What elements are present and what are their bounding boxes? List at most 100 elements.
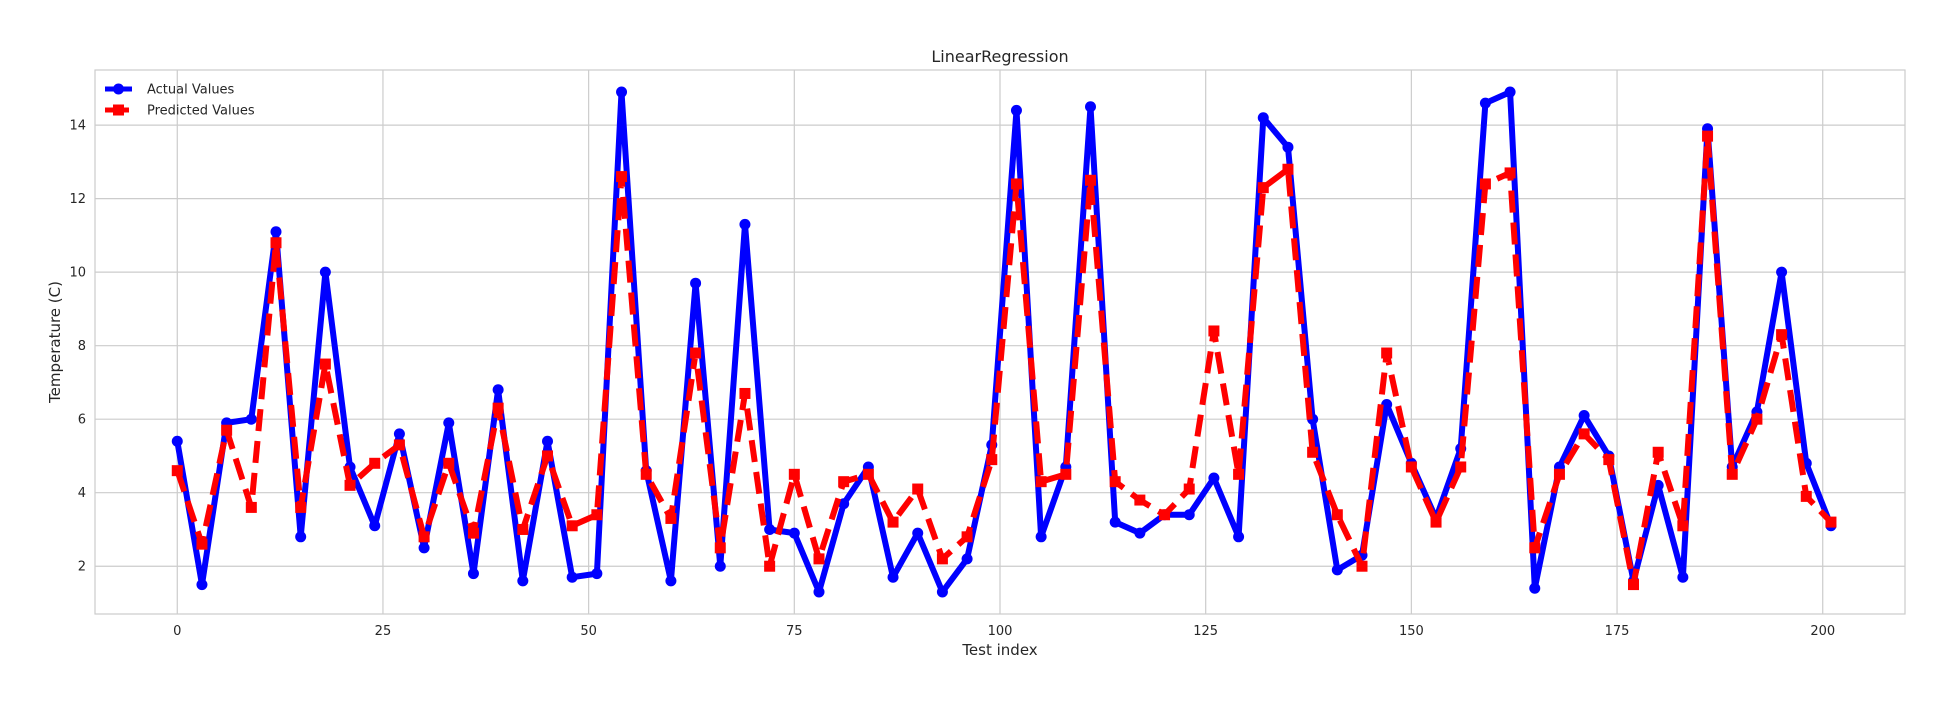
data-point <box>319 266 331 278</box>
data-point <box>1504 86 1516 98</box>
data-point <box>739 387 751 399</box>
x-axis-ticks: 0 25 50 75 100 125 150 175 200 <box>173 624 1835 639</box>
data-point <box>1233 531 1245 543</box>
data-point <box>591 509 603 521</box>
y-tick-label: 2 <box>78 560 86 575</box>
data-point <box>912 527 924 539</box>
data-point <box>1578 410 1590 422</box>
legend-marker <box>113 83 124 95</box>
data-point <box>1257 112 1269 124</box>
data-point <box>517 575 529 587</box>
data-point <box>1134 527 1146 539</box>
data-point <box>1233 468 1245 480</box>
data-point <box>1677 520 1689 532</box>
data-point <box>788 527 800 539</box>
data-point <box>1776 329 1788 341</box>
data-point <box>1134 494 1146 506</box>
y-tick-label: 4 <box>78 486 86 501</box>
data-point <box>1381 398 1393 410</box>
data-point <box>665 512 677 524</box>
x-tick-label: 75 <box>786 624 803 639</box>
data-point <box>1702 130 1714 142</box>
data-point <box>788 468 800 480</box>
data-point <box>1800 490 1812 502</box>
series-line <box>174 133 1834 588</box>
data-point <box>1430 516 1442 528</box>
x-tick-label: 100 <box>988 624 1013 639</box>
data-point <box>887 516 899 528</box>
x-tick-label: 200 <box>1810 624 1835 639</box>
y-axis-ticks: 2 4 6 8 10 12 14 <box>69 119 86 575</box>
data-point <box>1208 472 1220 484</box>
data-point <box>270 226 282 238</box>
data-point <box>813 586 825 598</box>
data-point <box>986 454 998 466</box>
data-point <box>1183 509 1195 521</box>
data-point <box>418 542 430 554</box>
data-point <box>566 520 578 532</box>
data-point <box>517 523 529 535</box>
data-point <box>813 553 825 565</box>
data-point <box>1010 178 1022 190</box>
data-point <box>936 586 948 598</box>
data-point <box>887 571 899 583</box>
data-point <box>295 501 307 513</box>
data-point <box>1628 579 1639 591</box>
data-point <box>1726 468 1738 480</box>
data-point <box>1677 571 1689 583</box>
data-point <box>1751 413 1763 425</box>
legend-label: Actual Values <box>147 83 235 98</box>
data-point <box>739 218 751 230</box>
x-tick-label: 25 <box>375 624 392 639</box>
data-point <box>1035 476 1047 488</box>
data-point <box>1109 516 1121 528</box>
data-point <box>393 439 405 451</box>
data-point <box>1060 468 1072 480</box>
data-point <box>1282 141 1294 153</box>
y-tick-label: 6 <box>78 413 86 428</box>
data-point <box>319 358 331 370</box>
data-point <box>196 579 208 591</box>
data-point <box>467 568 479 580</box>
data-point <box>1183 483 1195 495</box>
data-point <box>1381 347 1393 359</box>
data-point <box>1208 325 1220 337</box>
data-point <box>1109 476 1121 488</box>
data-point <box>1529 582 1541 594</box>
data-point <box>1257 182 1269 194</box>
data-point <box>936 553 948 565</box>
x-axis-label: Test index <box>961 641 1037 659</box>
data-point <box>1553 468 1565 480</box>
x-tick-label: 150 <box>1399 624 1424 639</box>
data-point <box>1825 516 1837 528</box>
data-point <box>764 523 776 535</box>
data-point <box>1085 174 1096 186</box>
data-point <box>270 237 282 249</box>
data-point <box>1085 101 1096 113</box>
data-point <box>1307 446 1319 458</box>
data-point <box>862 468 874 480</box>
data-point <box>344 479 356 491</box>
data-point <box>1405 461 1417 473</box>
data-point <box>1455 461 1467 473</box>
data-point <box>714 560 726 572</box>
y-tick-label: 14 <box>69 119 86 134</box>
y-tick-label: 10 <box>69 266 86 281</box>
legend-item: Actual Values <box>105 83 235 98</box>
data-point <box>838 476 850 488</box>
y-tick-label: 8 <box>78 339 86 354</box>
legend: Actual Values Predicted Values <box>105 83 255 119</box>
data-point <box>1331 564 1343 576</box>
data-point <box>838 498 850 510</box>
data-point <box>245 413 257 425</box>
data-point <box>1652 446 1664 458</box>
data-point <box>961 553 973 565</box>
data-point <box>714 542 726 554</box>
data-point <box>295 531 307 543</box>
data-point <box>1504 167 1516 179</box>
x-tick-label: 50 <box>580 624 597 639</box>
data-point <box>1776 266 1788 278</box>
series-group <box>171 86 1837 598</box>
data-point <box>171 465 183 477</box>
